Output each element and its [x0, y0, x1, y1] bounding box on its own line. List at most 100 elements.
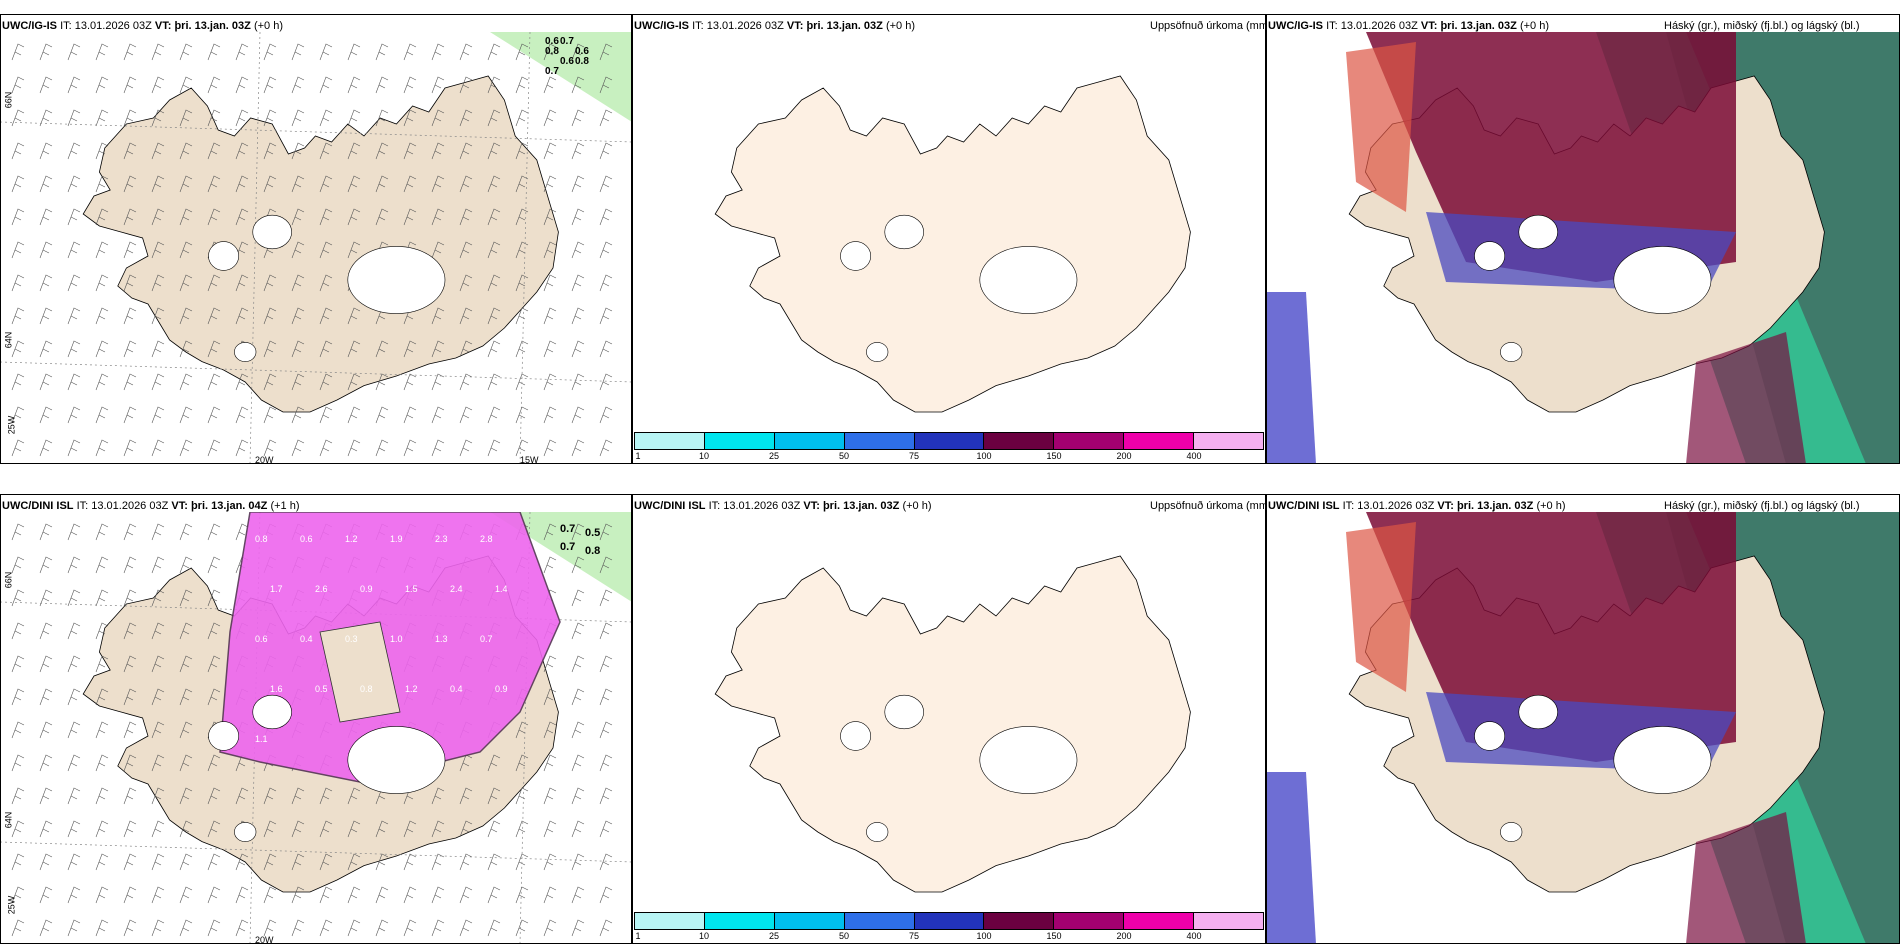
precip-value-label: 1.0 — [390, 634, 403, 644]
wind-barb — [291, 175, 305, 193]
wind-barb — [67, 688, 81, 706]
wind-barb — [543, 43, 557, 61]
wind-barb — [11, 274, 25, 292]
wind-barb — [291, 142, 305, 160]
wind-barb — [291, 43, 305, 61]
wind-barb — [319, 43, 333, 61]
wind-shade — [490, 32, 631, 122]
wind-barb — [151, 175, 165, 193]
wind-value-label: 0.8 — [585, 545, 600, 557]
wind-barb — [179, 241, 193, 259]
wind-barb — [459, 175, 473, 193]
colorbar-tick: 75 — [908, 451, 920, 461]
wind-barb — [207, 556, 221, 574]
wind-barb — [95, 721, 109, 739]
wind-barb — [207, 853, 221, 871]
wind-barb — [39, 439, 53, 457]
wind-barb — [543, 175, 557, 193]
wind-barb — [235, 142, 249, 160]
wind-barb — [207, 439, 221, 457]
glacier-shape — [1474, 721, 1506, 751]
wind-barb — [347, 142, 361, 160]
wind-barb — [151, 142, 165, 160]
wind-barb — [291, 76, 305, 94]
wind-barb — [571, 787, 585, 805]
wind-barb — [207, 307, 221, 325]
wind-barb — [263, 439, 277, 457]
wind-barb — [95, 373, 109, 391]
panel-right-title-p6: Háský (gr.), miðský (fj.bl.) og lágský (… — [1664, 500, 1860, 512]
wind-barb — [487, 373, 501, 391]
wind-barb — [207, 208, 221, 226]
precip-gap — [319, 621, 401, 723]
low-cloud-cover — [1267, 292, 1316, 463]
wind-barb — [207, 622, 221, 640]
wind-barb — [291, 373, 305, 391]
wind-barb — [459, 406, 473, 424]
colorbar-swatch — [844, 913, 915, 929]
wind-barb — [179, 340, 193, 358]
wind-barb — [515, 241, 529, 259]
glacier-shape — [1518, 214, 1558, 250]
precip-value-label: 0.6 — [300, 534, 313, 544]
glacier-shape — [866, 342, 889, 362]
wind-barb — [179, 853, 193, 871]
wind-barb — [151, 76, 165, 94]
wind-barb — [39, 820, 53, 838]
panel-title-p3: UWC/IG-IS IT: 13.01.2026 03Z VT: þri. 13… — [1268, 20, 1549, 32]
glacier-shape — [979, 726, 1078, 794]
wind-barb — [599, 853, 613, 871]
wind-barb — [487, 274, 501, 292]
wind-barb — [151, 406, 165, 424]
wind-value-label: 0.5 — [585, 527, 600, 539]
wind-barb — [599, 589, 613, 607]
wind-barb — [487, 820, 501, 838]
wind-barb — [179, 208, 193, 226]
wind-barb — [543, 76, 557, 94]
wind-barb — [263, 853, 277, 871]
wind-barb — [123, 919, 137, 937]
wind-barb — [151, 556, 165, 574]
wind-barb — [487, 43, 501, 61]
colorbar-tick: 150 — [1046, 451, 1062, 461]
wind-barb — [347, 307, 361, 325]
wind-barb — [123, 373, 137, 391]
wind-barb — [179, 886, 193, 904]
wind-barb — [95, 853, 109, 871]
lon-label-20w: 20W — [255, 455, 274, 465]
wind-barb — [11, 340, 25, 358]
wind-barb — [599, 688, 613, 706]
precip-colorbar-bottom — [634, 912, 1264, 930]
low-cloud-cover — [1267, 772, 1316, 943]
colorbar-tick: 150 — [1046, 931, 1062, 941]
colorbar-swatch — [1194, 433, 1264, 449]
wind-barb — [123, 175, 137, 193]
wind-barb — [571, 820, 585, 838]
wind-barb — [319, 76, 333, 94]
wind-barb — [11, 688, 25, 706]
wind-barb — [179, 919, 193, 937]
wind-barb — [459, 787, 473, 805]
wind-barb — [151, 853, 165, 871]
wind-barb — [179, 589, 193, 607]
wind-barb — [67, 754, 81, 772]
wind-barb — [11, 622, 25, 640]
wind-barb — [207, 688, 221, 706]
wind-barb — [571, 241, 585, 259]
wind-barb — [543, 373, 557, 391]
wind-barb — [95, 655, 109, 673]
wind-barb — [571, 886, 585, 904]
wind-barb — [67, 406, 81, 424]
colorbar-swatch — [1194, 913, 1264, 929]
wind-barb — [459, 919, 473, 937]
wind-barb — [571, 622, 585, 640]
wind-barb — [347, 820, 361, 838]
wind-barb — [179, 523, 193, 541]
wind-barb — [291, 919, 305, 937]
wind-barb — [123, 787, 137, 805]
wind-barb — [67, 208, 81, 226]
wind-barb — [571, 208, 585, 226]
wind-barb — [207, 406, 221, 424]
wind-barb — [123, 307, 137, 325]
wind-barb — [67, 373, 81, 391]
